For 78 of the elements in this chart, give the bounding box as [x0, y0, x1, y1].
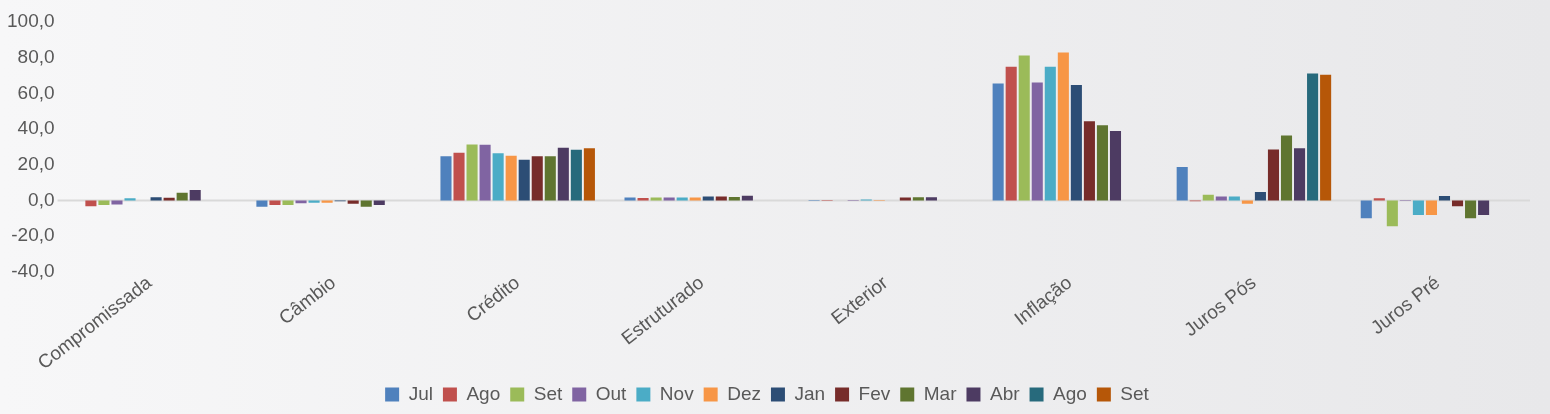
- bar: [189, 189, 201, 201]
- y-tick-label: 0,0: [28, 188, 55, 210]
- legend-label: Jul: [408, 382, 433, 404]
- bar: [925, 197, 937, 201]
- bar: [1451, 200, 1464, 207]
- bar: [1465, 200, 1477, 219]
- bar: [124, 198, 136, 201]
- bar: [505, 155, 517, 201]
- bar: [1307, 73, 1319, 201]
- bar: [1018, 55, 1030, 201]
- bar: [1096, 125, 1108, 201]
- bar: [583, 148, 595, 201]
- bar: [570, 149, 582, 201]
- bar: [1438, 196, 1451, 201]
- legend-label: Set: [1120, 382, 1150, 404]
- bar: [1005, 66, 1017, 201]
- bar: [1228, 196, 1240, 201]
- bar: [1031, 82, 1043, 201]
- bar: [1320, 74, 1332, 201]
- bar: [1083, 121, 1095, 201]
- bar: [1254, 191, 1266, 201]
- bar: [282, 200, 294, 205]
- bar: [557, 147, 569, 201]
- legend-label: Abr: [989, 382, 1021, 404]
- legend-label: Ago: [466, 382, 501, 404]
- legend-label: Fev: [858, 382, 891, 404]
- y-tick-label: 80,0: [17, 45, 55, 67]
- bar: [440, 156, 452, 201]
- y-tick-label: 20,0: [17, 153, 55, 175]
- y-tick-label: 60,0: [17, 81, 55, 103]
- bar: [256, 200, 268, 207]
- legend-label: Dez: [727, 382, 761, 404]
- bar: [453, 152, 465, 201]
- bar: [479, 144, 491, 201]
- legend-label: Out: [595, 382, 628, 404]
- bar: [373, 200, 385, 205]
- bar: [1044, 66, 1056, 201]
- legend-label: Jan: [794, 382, 826, 404]
- bar: [1360, 200, 1372, 219]
- bar: [912, 197, 924, 201]
- bar: [85, 200, 97, 207]
- bar: [544, 156, 556, 201]
- bar: [1241, 200, 1253, 204]
- bar: [1070, 85, 1082, 201]
- bar: [492, 153, 504, 201]
- bar: [531, 156, 543, 201]
- bar: [1057, 52, 1069, 201]
- legend-label: Ago: [1053, 382, 1087, 404]
- bar: [308, 200, 320, 203]
- bar: [1478, 200, 1490, 216]
- bar: [111, 200, 123, 205]
- bar: [98, 200, 110, 205]
- bar: [1373, 198, 1385, 201]
- bar: [321, 200, 333, 203]
- bar: [1425, 200, 1437, 216]
- bar: [150, 197, 162, 201]
- legend-label: Mar: [923, 382, 958, 404]
- bar: [269, 200, 281, 205]
- y-tick-label: -20,0: [11, 224, 55, 246]
- bar: [1294, 148, 1306, 201]
- bar: [1215, 196, 1227, 201]
- bar: [466, 144, 478, 201]
- bar: [347, 200, 359, 204]
- bar: [295, 200, 307, 204]
- bar: [1176, 166, 1188, 201]
- bar: [1386, 200, 1398, 227]
- bar: [518, 159, 530, 201]
- y-tick-label: 100,0: [7, 10, 55, 32]
- bar: [360, 200, 372, 207]
- bar: [992, 83, 1004, 201]
- legend-label: Set: [533, 382, 563, 404]
- y-tick-label: -40,0: [11, 260, 55, 282]
- bar: [1412, 200, 1424, 216]
- bar: [1109, 131, 1122, 201]
- legend-label: Nov: [659, 382, 695, 404]
- bar: [1280, 135, 1293, 201]
- y-tick-label: 40,0: [17, 117, 55, 139]
- bar: [1267, 149, 1280, 201]
